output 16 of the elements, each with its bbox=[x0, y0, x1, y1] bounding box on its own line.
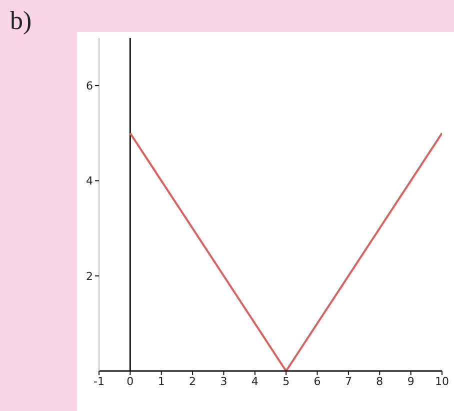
x-tick-label: -1 bbox=[94, 374, 104, 388]
x-tick-label: 0 bbox=[126, 374, 134, 388]
y-tick-label: 4 bbox=[86, 174, 93, 188]
x-tick-label: 5 bbox=[282, 374, 290, 388]
chart-title: b) bbox=[10, 6, 32, 36]
x-tick-label: 1 bbox=[158, 374, 165, 388]
x-tick-label: 7 bbox=[344, 374, 352, 388]
x-tick-label: 9 bbox=[407, 374, 414, 388]
x-tick-label: 10 bbox=[435, 374, 449, 388]
x-tick-label: 3 bbox=[220, 374, 228, 388]
x-tick-label: 4 bbox=[251, 374, 258, 388]
x-tick-label: 2 bbox=[189, 374, 196, 388]
y-tick-label: 6 bbox=[86, 79, 93, 92]
x-tick-label: 8 bbox=[376, 374, 384, 388]
x-tick-label: 6 bbox=[314, 374, 321, 388]
y-tick-label: 2 bbox=[86, 270, 93, 283]
